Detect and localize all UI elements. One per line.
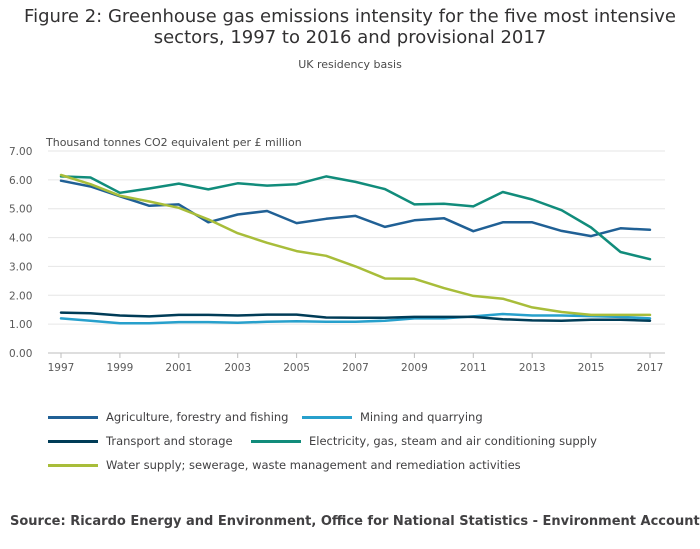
legend-label-transport: Transport and storage xyxy=(106,434,233,448)
x-tick-label: 2013 xyxy=(519,362,546,374)
x-tick-label: 2005 xyxy=(283,362,310,374)
chart-title-line-1: Figure 2: Greenhouse gas emissions inten… xyxy=(24,6,676,27)
legend-label-mining: Mining and quarrying xyxy=(360,410,483,424)
legend-swatch-electricity xyxy=(251,439,301,443)
x-tick-label: 2007 xyxy=(342,362,369,374)
series-line-0[interactable] xyxy=(59,179,652,238)
series-line-4[interactable] xyxy=(59,173,652,317)
chart-subtitle: UK residency basis xyxy=(298,58,402,71)
y-tick-label: 4.00 xyxy=(9,233,32,245)
series-line-1[interactable] xyxy=(59,312,652,325)
legend-swatch-transport xyxy=(48,439,98,443)
y-tick-label: 3.00 xyxy=(9,261,32,273)
legend-item-mining[interactable]: Mining and quarrying xyxy=(302,410,483,424)
y-tick-label: 6.00 xyxy=(9,175,32,187)
legend-label-water: Water supply; sewerage, waste management… xyxy=(106,458,521,472)
series-line-3[interactable] xyxy=(59,175,652,261)
legend-item-transport[interactable]: Transport and storage xyxy=(48,434,233,448)
x-tick-label: 2011 xyxy=(460,362,487,374)
legend-swatch-mining xyxy=(302,415,352,419)
y-tick-labels: 0.00 1.00 2.00 3.00 4.00 5.00 6.00 7.00 xyxy=(9,146,32,360)
legend-item-water[interactable]: Water supply; sewerage, waste management… xyxy=(48,458,521,472)
x-axis: 1997 1999 2001 2003 2005 2007 2009 2011 2013 2015… xyxy=(48,352,665,374)
x-tick-label: 1999 xyxy=(107,362,134,374)
legend-label-electricity: Electricity, gas, steam and air conditio… xyxy=(309,434,597,448)
legend-item-agriculture[interactable]: Agriculture, forestry and fishing xyxy=(48,410,288,424)
chart-title-line-2: sectors, 1997 to 2016 and provisional 20… xyxy=(153,27,547,48)
y-axis-label: Thousand tonnes CO2 equivalent per £ mil… xyxy=(46,136,302,149)
source-note: Source: Ricardo Energy and Environment, … xyxy=(10,514,700,529)
x-tick-label: 2003 xyxy=(224,362,251,374)
y-tick-label: 7.00 xyxy=(9,146,32,158)
series-lines xyxy=(59,173,652,325)
x-tick-label: 2009 xyxy=(401,362,428,374)
x-tick-label: 2017 xyxy=(637,362,664,374)
x-tick-label: 2015 xyxy=(578,362,605,374)
y-tick-label: 1.00 xyxy=(9,319,32,331)
x-tick-label: 2001 xyxy=(165,362,192,374)
legend-swatch-water xyxy=(48,463,98,467)
legend-label-agriculture: Agriculture, forestry and fishing xyxy=(106,410,289,424)
series-line-2[interactable] xyxy=(59,311,652,322)
legend: Agriculture, forestry and fishing Mining… xyxy=(48,402,688,482)
legend-item-electricity[interactable]: Electricity, gas, steam and air conditio… xyxy=(251,434,597,448)
y-tick-label: 5.00 xyxy=(9,204,32,216)
gridlines xyxy=(48,150,665,325)
y-tick-label: 2.00 xyxy=(9,290,32,302)
legend-swatch-agriculture xyxy=(48,415,98,419)
y-tick-label: 0.00 xyxy=(9,348,32,360)
x-tick-label: 1997 xyxy=(48,362,75,374)
chart-title: Figure 2: Greenhouse gas emissions inten… xyxy=(0,6,700,48)
